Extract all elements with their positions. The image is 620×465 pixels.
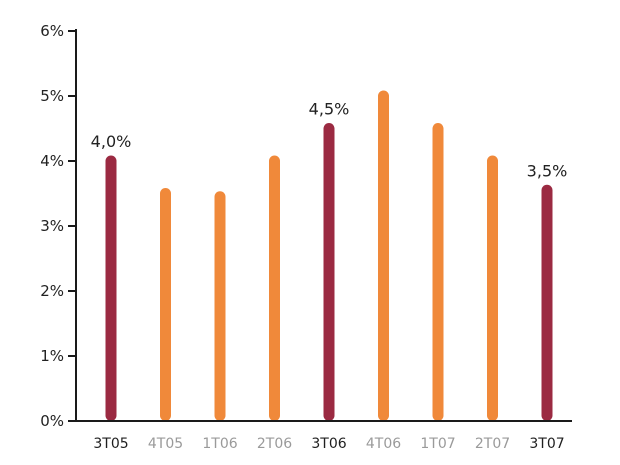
x-axis-labels: 3T05 4T05 1T06 2T06 3T06 4T06 1T07 2T07 3T07 (93, 436, 564, 452)
bar (214, 191, 226, 421)
x-tick-label: 1T07 (420, 436, 455, 452)
y-tick-label: 4% (40, 152, 64, 170)
x-tick-label: 4T06 (366, 436, 401, 452)
x-tick-label: 4T05 (148, 436, 183, 452)
x-tick-label: 3T07 (529, 436, 564, 452)
data-label: 4,5% (309, 100, 350, 119)
data-label: 3,5% (527, 161, 568, 180)
bar (541, 184, 553, 421)
y-tick-label: 6% (40, 22, 64, 40)
x-tick-label: 2T07 (475, 436, 510, 452)
y-axis: 0% 1% 2% 3% 4% 5% 6% (40, 22, 76, 430)
bar (378, 90, 389, 421)
bar (160, 188, 171, 421)
y-tick-label: 3% (40, 217, 64, 235)
y-tick-label: 1% (40, 347, 64, 365)
bar (432, 123, 444, 421)
bar (323, 123, 335, 421)
x-tick-label: 2T06 (257, 436, 292, 452)
bar (487, 155, 498, 421)
x-tick-label: 3T05 (93, 436, 128, 452)
data-label: 4,0% (91, 132, 132, 151)
bar (105, 155, 117, 421)
x-tick-label: 1T06 (202, 436, 237, 452)
x-tick-label: 3T06 (311, 436, 346, 452)
data-labels: 4,0% 4,5% 3,5% (91, 100, 568, 181)
y-tick-label: 0% (40, 412, 64, 430)
bars-group (105, 90, 553, 421)
y-tick-label: 5% (40, 87, 64, 105)
y-tick-label: 2% (40, 282, 64, 300)
bar (269, 155, 280, 421)
